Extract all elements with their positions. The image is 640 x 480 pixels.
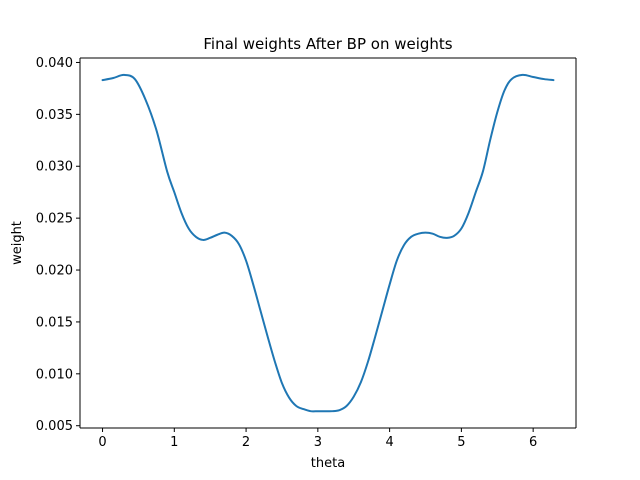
y-tick-label: 0.005 (36, 419, 73, 434)
y-tick-label: 0.015 (36, 315, 73, 330)
x-axis-ticks: 0 1 2 3 4 5 6 (98, 428, 537, 450)
y-tick-label: 0.020 (36, 264, 73, 279)
chart-title: Final weights After BP on weights (203, 35, 452, 53)
y-axis-ticks: 0.005 0.010 0.015 0.020 0.025 0.030 0.035 0.040 (36, 56, 80, 434)
x-axis-label: theta (311, 456, 345, 471)
x-tick-label: 3 (314, 435, 322, 450)
x-tick-label: 0 (98, 435, 106, 450)
x-tick-label: 2 (242, 435, 250, 450)
series-line-weight (101, 73, 555, 413)
plot-frame (79, 57, 577, 429)
x-tick-label: 1 (170, 435, 178, 450)
y-tick-label: 0.035 (36, 108, 73, 123)
y-tick-label: 0.030 (36, 160, 73, 175)
plot-area (101, 73, 555, 413)
x-tick-label: 4 (385, 435, 393, 450)
y-tick-label: 0.010 (36, 367, 73, 382)
y-tick-label: 0.040 (36, 56, 73, 71)
x-tick-label: 6 (529, 435, 537, 450)
y-axis-label: weight (10, 221, 25, 265)
y-tick-label: 0.025 (36, 212, 73, 227)
x-tick-label: 5 (457, 435, 465, 450)
